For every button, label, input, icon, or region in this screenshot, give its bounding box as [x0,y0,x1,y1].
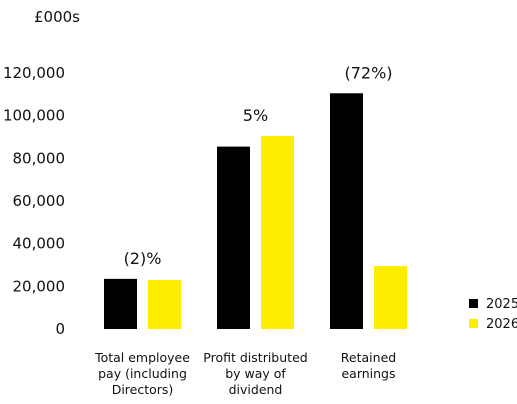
bar-2025-3 [330,93,363,330]
legend-label: 2026 [486,317,517,332]
category-label: Total employee pay (including Directors) [94,350,190,397]
legend-swatch-2026 [469,319,478,328]
change-annotation: 5% [243,106,268,125]
legend-swatch-2025 [469,299,478,308]
y-tick-label: 80,000 [13,149,66,167]
bar-2025-2 [217,146,250,329]
y-axis-ticks: 0 20,000 40,000 60,000 80,000 100,000 120,000 [3,64,65,338]
bars [104,93,407,330]
change-annotation: (2)% [124,249,162,268]
y-tick-label: 60,000 [13,192,66,210]
y-tick-label: 120,000 [3,64,65,82]
bar-2026-2 [261,135,294,329]
unit-label: £000s [34,8,80,26]
y-tick-label: 100,000 [3,107,65,125]
legend-label: 2025 [486,297,517,312]
bar-2026-3 [374,266,407,329]
bar-2025-1 [104,278,137,329]
category-labels: Total employee pay (including Directors) Pr… [94,350,396,397]
legend: 2025 2026 [469,297,517,332]
category-label: Retained earnings [341,350,396,381]
bar-2026-1 [148,279,181,329]
change-annotation: (72%) [344,63,392,82]
y-tick-label: 40,000 [13,235,66,253]
y-tick-label: 20,000 [13,277,66,295]
category-label: Profit distributed by way of dividend [203,350,307,397]
y-tick-label: 0 [55,320,65,338]
change-annotations: (2)% 5% (72%) [124,63,393,268]
